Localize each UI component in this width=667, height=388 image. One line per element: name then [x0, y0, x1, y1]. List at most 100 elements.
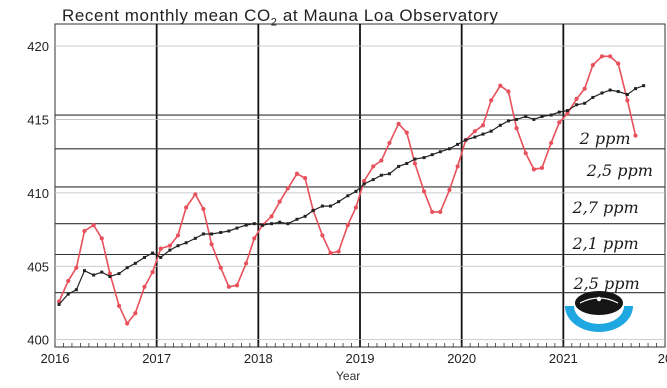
monthly-mean-line	[58, 55, 637, 326]
y-tick-label: 405	[27, 259, 49, 274]
monthly-mean-point	[74, 265, 79, 270]
y-tick-label: 415	[27, 112, 49, 127]
monthly-mean-point	[371, 164, 376, 169]
deseasonalized-point	[456, 142, 460, 146]
handwritten-note: 2,5 ppm	[586, 160, 653, 180]
monthly-mean-point	[167, 243, 172, 248]
deseasonalized-point	[117, 272, 121, 276]
deseasonalized-point	[176, 244, 180, 248]
deseasonalized-point	[362, 182, 366, 186]
deseasonalized-point	[337, 200, 341, 204]
monthly-mean-point	[150, 270, 155, 275]
deseasonalized-point	[311, 208, 315, 212]
x-tick-label: 2021	[549, 351, 578, 366]
monthly-mean-point	[590, 63, 595, 68]
deseasonalized-point	[608, 88, 612, 92]
monthly-mean-point	[107, 271, 112, 276]
monthly-mean-point	[158, 246, 163, 251]
deseasonalized-point	[151, 251, 155, 255]
deseasonalized-point	[354, 189, 358, 193]
monthly-mean-point	[498, 83, 503, 88]
deseasonalized-point	[430, 153, 434, 157]
monthly-mean-point	[218, 265, 223, 270]
monthly-mean-point	[285, 186, 290, 191]
x-tick-label: 2016	[41, 351, 70, 366]
monthly-mean-point	[447, 187, 452, 193]
monthly-mean-point	[438, 209, 443, 215]
monthly-mean-point	[582, 86, 587, 91]
monthly-mean-point	[353, 205, 359, 210]
deseasonalized-point	[634, 87, 638, 91]
deseasonalized-point	[82, 269, 86, 273]
monthly-mean-point	[421, 189, 427, 194]
deseasonalized-point	[464, 138, 468, 142]
deseasonalized-point	[540, 114, 544, 118]
deseasonalized-point	[387, 172, 391, 176]
monthly-mean-point	[201, 206, 206, 212]
monthly-mean-point	[489, 98, 494, 103]
monthly-mean-point	[193, 192, 198, 197]
deseasonalized-point	[379, 173, 383, 177]
deseasonalized-point	[295, 217, 299, 221]
deseasonalized-point	[413, 157, 417, 161]
deseasonalized-point	[278, 220, 282, 224]
deseasonalized-point	[515, 117, 519, 121]
deseasonalized-point	[565, 109, 569, 113]
deseasonalized-point	[371, 178, 375, 182]
monthly-mean-point	[336, 249, 341, 254]
monthly-mean-point	[82, 228, 87, 234]
deseasonalized-point	[219, 230, 223, 234]
handwritten-note: 2,7 ppm	[572, 197, 639, 217]
chart-title: Recent monthly mean CO2 at Mauna Loa Obs…	[62, 6, 662, 28]
monthly-mean-point	[455, 164, 460, 169]
x-axis-label: Year	[336, 369, 361, 383]
deseasonalized-point	[489, 129, 493, 133]
deseasonalized-point	[244, 223, 248, 227]
monthly-mean-point	[277, 199, 282, 204]
noaa-logo	[565, 291, 633, 332]
x-tick-label: 2019	[346, 351, 375, 366]
deseasonalized-point	[184, 241, 188, 245]
monthly-mean-point	[226, 284, 231, 289]
monthly-mean-point	[379, 158, 384, 163]
y-tick-label: 400	[27, 333, 49, 348]
monthly-mean-point	[133, 311, 138, 316]
monthly-mean-point	[396, 121, 401, 126]
monthly-mean-point	[430, 209, 435, 215]
monthly-mean-point	[557, 120, 562, 125]
monthly-mean-point	[91, 223, 96, 228]
deseasonalized-point	[549, 113, 553, 117]
monthly-mean-point	[412, 161, 417, 166]
chart-title-prefix: Recent monthly mean CO	[62, 6, 271, 25]
monthly-mean-point	[599, 54, 605, 59]
deseasonalized-point	[125, 266, 129, 270]
deseasonalized-point	[286, 222, 290, 226]
deseasonalized-point	[422, 156, 426, 160]
monthly-mean-point	[633, 133, 638, 138]
monthly-mean-point	[549, 140, 554, 146]
monthly-mean-point	[523, 151, 528, 156]
x-tick-label: 2020	[447, 351, 476, 366]
x-tick-label: 2018	[244, 351, 273, 366]
deseasonalized-point	[600, 91, 604, 95]
handwritten-note: 2,5 ppm	[573, 273, 640, 293]
monthly-mean-point	[99, 236, 104, 241]
deseasonalized-point	[397, 164, 401, 168]
monthly-mean-point	[244, 261, 249, 266]
deseasonalized-point	[159, 255, 163, 259]
monthly-mean-point	[184, 205, 189, 210]
monthly-mean-point	[480, 123, 486, 128]
monthly-mean-point	[269, 214, 274, 219]
deseasonalized-point	[303, 214, 307, 218]
deseasonalized-point	[168, 248, 172, 252]
handwritten-note: 2 ppm	[579, 128, 631, 148]
deseasonalized-point	[100, 270, 104, 274]
monthly-mean-point	[294, 171, 300, 176]
monthly-mean-point	[616, 61, 621, 66]
deseasonalized-point	[66, 292, 70, 296]
x-tick-label: 20	[658, 351, 667, 366]
monthly-mean-point	[320, 233, 325, 238]
deseasonalized-point	[108, 275, 112, 279]
deseasonalized-point	[557, 110, 561, 114]
